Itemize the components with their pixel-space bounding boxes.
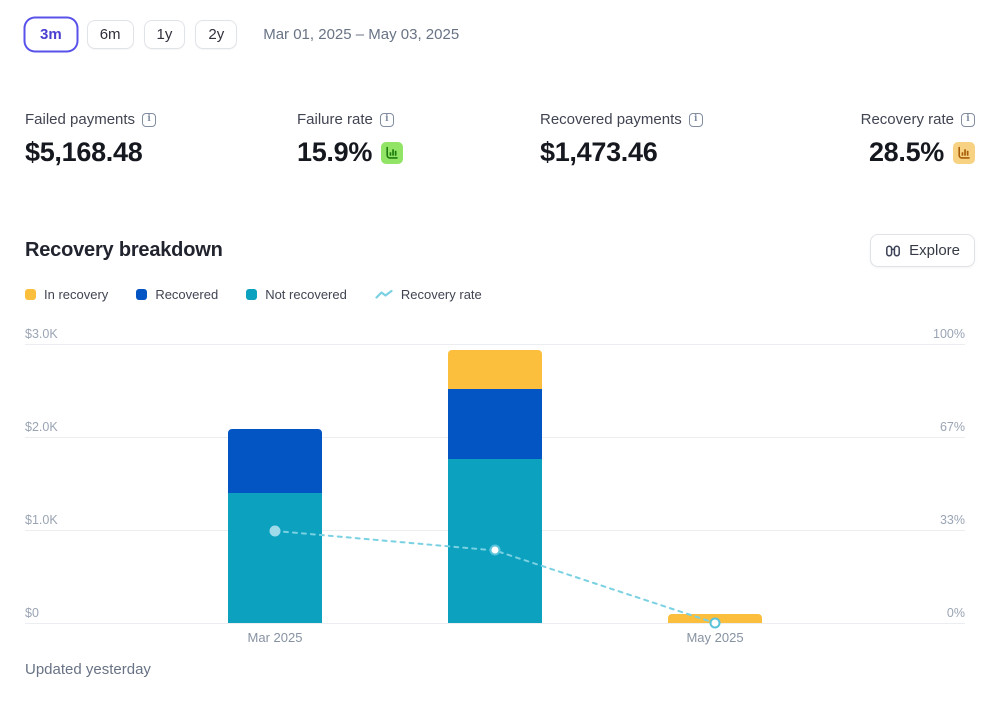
- page-title: Recovery breakdown: [25, 239, 223, 261]
- legend-item-recovery-rate: Recovery rate: [375, 287, 482, 302]
- binoculars-icon: [885, 243, 901, 259]
- range-button-1y[interactable]: 1y: [143, 20, 186, 49]
- recovery-rate-point: [269, 525, 281, 537]
- info-icon[interactable]: [142, 112, 157, 127]
- metric-label: Recovered payments: [540, 111, 682, 128]
- metric-recovered-payments: Recovered payments $1,473.46: [540, 111, 861, 168]
- metric-value: $5,168.48: [25, 137, 143, 167]
- legend-swatch: [246, 289, 258, 300]
- updated-status-text: Updated yesterday: [25, 661, 151, 678]
- y-axis-left-tick: $1.0K: [25, 513, 58, 527]
- bar-segment-not-recovered[interactable]: [228, 492, 322, 623]
- metric-label: Failure rate: [297, 111, 373, 128]
- metric-value: 28.5%: [868, 137, 944, 167]
- recovery-chart: $3.0K 100% $2.0K 67% $1.0K 33% $0 0% Mar 2025 May…: [25, 327, 965, 647]
- recovery-rate-line: [274, 529, 716, 624]
- legend-swatch: [136, 289, 148, 300]
- metric-failure-rate: Failure rate 15.9%: [297, 111, 540, 168]
- explore-button-label: Explore: [909, 242, 960, 259]
- range-button-2y[interactable]: 2y: [195, 20, 238, 49]
- metric-value: 15.9%: [297, 137, 373, 167]
- y-axis-left-tick: $2.0K: [25, 420, 58, 434]
- y-axis-left-tick: $0: [25, 606, 39, 620]
- recovery-dashboard: 3m 6m 1y 2y Mar 01, 2025 – May 03, 2025 …: [0, 0, 1000, 678]
- bar-apr-2025[interactable]: [448, 349, 542, 625]
- bar-segment-recovered[interactable]: [228, 428, 322, 493]
- gridline: [25, 344, 965, 345]
- y-axis-right-tick: 0%: [946, 606, 965, 620]
- bar-segment-recovered[interactable]: [448, 388, 542, 460]
- wavy-line-icon: [375, 289, 393, 300]
- recovery-rate-point: [489, 544, 501, 556]
- range-button-6m[interactable]: 6m: [86, 20, 134, 49]
- metric-failed-payments: Failed payments $5,168.48: [25, 111, 297, 168]
- y-axis-right-tick: 67%: [939, 420, 965, 434]
- bar-segment-in-recovery[interactable]: [448, 349, 542, 389]
- date-range-text: Mar 01, 2025 – May 03, 2025: [263, 26, 460, 43]
- metric-label: Recovery rate: [860, 111, 954, 128]
- metrics-row: Failed payments $5,168.48 Failure rate 1…: [25, 111, 975, 168]
- gridline: [25, 623, 965, 624]
- legend-label: In recovery: [44, 287, 109, 302]
- header-row: 3m 6m 1y 2y Mar 01, 2025 – May 03, 2025: [25, 20, 975, 49]
- metric-label: Failed payments: [25, 111, 136, 128]
- legend-item-recovered: Recovered: [136, 287, 218, 302]
- legend-item-not-recovered: Not recovered: [246, 287, 347, 302]
- recovery-rate-point: [709, 617, 721, 629]
- y-axis-right-tick: 33%: [939, 513, 965, 527]
- bar-mar-2025[interactable]: [228, 428, 322, 625]
- x-axis-tick: Mar 2025: [247, 630, 303, 645]
- y-axis-right-tick: 100%: [933, 327, 965, 341]
- info-icon[interactable]: [688, 112, 703, 127]
- section-header: Recovery breakdown Explore: [25, 234, 975, 267]
- range-button-3m[interactable]: 3m: [27, 20, 75, 49]
- x-axis-tick: May 2025: [686, 630, 744, 645]
- info-icon[interactable]: [379, 112, 394, 127]
- legend-swatch: [25, 289, 36, 300]
- y-axis-left-tick: $3.0K: [25, 327, 58, 341]
- legend-label: Recovered: [155, 287, 219, 302]
- legend-label: Not recovered: [265, 287, 347, 302]
- legend-label: Recovery rate: [400, 287, 482, 302]
- bar-segment-not-recovered[interactable]: [448, 459, 542, 623]
- metric-recovery-rate: Recovery rate 28.5%: [861, 111, 975, 168]
- chart-legend: In recovery Recovered Not recovered Reco…: [25, 287, 975, 302]
- explore-button[interactable]: Explore: [870, 234, 975, 267]
- legend-item-in-recovery: In recovery: [25, 287, 108, 302]
- range-button-group: 3m 6m 1y 2y: [25, 20, 238, 49]
- info-icon[interactable]: [961, 112, 975, 127]
- bar-chart-badge-icon: [953, 141, 975, 164]
- bar-chart-badge-icon: [381, 141, 404, 164]
- metric-value: $1,473.46: [540, 137, 658, 167]
